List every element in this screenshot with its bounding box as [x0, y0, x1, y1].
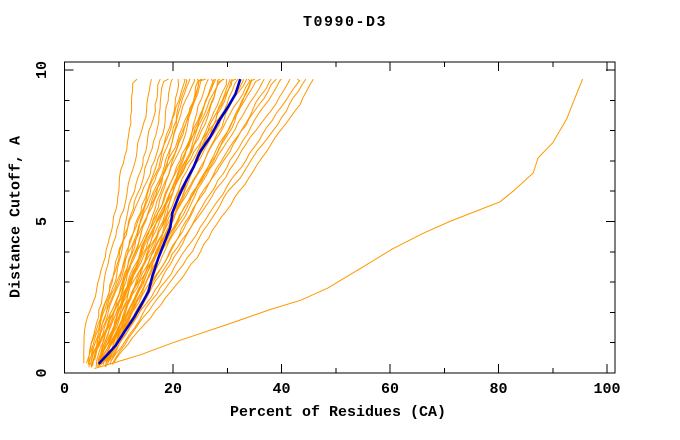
- model-curve: [88, 78, 169, 362]
- model-curve: [97, 78, 253, 362]
- plot-frame: [64, 61, 616, 374]
- x-tick-label: 0: [60, 381, 69, 398]
- highlight-curve: [97, 78, 242, 365]
- model-curve: [108, 78, 282, 361]
- x-tick-label: 20: [164, 381, 182, 398]
- y-tick-label: 10: [34, 61, 51, 79]
- model-curve: [90, 78, 186, 368]
- model-curve: [88, 78, 174, 368]
- x-tick-label: 40: [272, 381, 290, 398]
- model-curve: [89, 79, 180, 366]
- model-curve: [102, 78, 239, 365]
- model-curve: [109, 78, 291, 364]
- model-curve: [92, 78, 191, 367]
- y-axis-label: Distance Cutoff, A: [7, 135, 25, 299]
- model-curve: [90, 78, 188, 368]
- outlier-curve: [94, 78, 584, 369]
- model-curve: [99, 78, 217, 363]
- model-curve: [102, 79, 233, 365]
- y-tick-label: 5: [34, 217, 51, 226]
- y-tick-label: 0: [34, 368, 51, 377]
- x-tick-label: 60: [381, 381, 399, 398]
- model-curve: [99, 78, 220, 367]
- model-curve: [104, 79, 244, 367]
- model-curve: [111, 78, 307, 365]
- model-curve: [106, 78, 265, 363]
- x-tick-label: 80: [489, 381, 507, 398]
- model-curve: [112, 78, 314, 365]
- model-curve: [97, 78, 209, 366]
- x-axis-label: Percent of Residues (CA): [229, 404, 447, 421]
- chart-title: T0990-D3: [302, 14, 388, 31]
- model-curve: [106, 78, 251, 361]
- model-curve: [100, 78, 224, 366]
- model-curve: [99, 79, 227, 366]
- model-curve: [110, 78, 301, 361]
- model-curve: [92, 78, 248, 366]
- x-tick-label: 100: [593, 381, 620, 398]
- model-curve: [97, 78, 215, 368]
- model-curve: [86, 78, 152, 364]
- model-curve: [83, 78, 138, 364]
